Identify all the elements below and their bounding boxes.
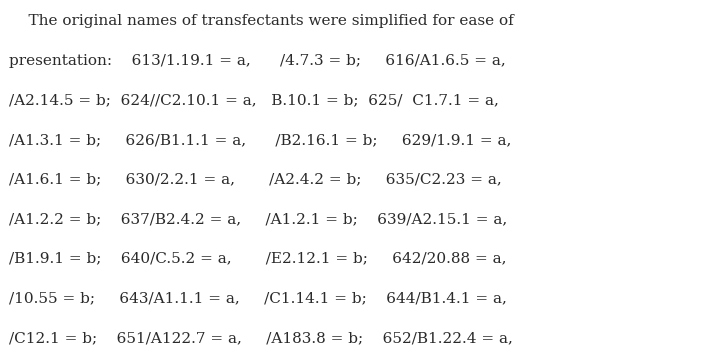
Text: presentation:    613/1.19.1 = a,      /4.7.3 = b;     616/A1.6.5 = a,: presentation: 613/1.19.1 = a, /4.7.3 = b… [9,54,505,68]
Text: /A1.6.1 = b;     630/2.2.1 = a,       /A2.4.2 = b;     635/C2.23 = a,: /A1.6.1 = b; 630/2.2.1 = a, /A2.4.2 = b;… [9,172,502,187]
Text: /A1.3.1 = b;     626/B1.1.1 = a,      /B2.16.1 = b;     629/1.9.1 = a,: /A1.3.1 = b; 626/B1.1.1 = a, /B2.16.1 = … [9,133,511,147]
Text: /B1.9.1 = b;    640/C.5.2 = a,       /E2.12.1 = b;     642/20.88 = a,: /B1.9.1 = b; 640/C.5.2 = a, /E2.12.1 = b… [9,252,506,266]
Text: /A2.14.5 = b;  624//C2.10.1 = a,   B.10.1 = b;  625/  C1.7.1 = a,: /A2.14.5 = b; 624//C2.10.1 = a, B.10.1 =… [9,93,499,107]
Text: /C12.1 = b;    651/A122.7 = a,     /A183.8 = b;    652/B1.22.4 = a,: /C12.1 = b; 651/A122.7 = a, /A183.8 = b;… [9,331,513,345]
Text: /10.55 = b;     643/A1.1.1 = a,     /C1.14.1 = b;    644/B1.4.1 = a,: /10.55 = b; 643/A1.1.1 = a, /C1.14.1 = b… [9,291,507,305]
Text: /A1.2.2 = b;    637/B2.4.2 = a,     /A1.2.1 = b;    639/A2.15.1 = a,: /A1.2.2 = b; 637/B2.4.2 = a, /A1.2.1 = b… [9,212,507,226]
Text: The original names of transfectants were simplified for ease of: The original names of transfectants were… [9,14,513,28]
